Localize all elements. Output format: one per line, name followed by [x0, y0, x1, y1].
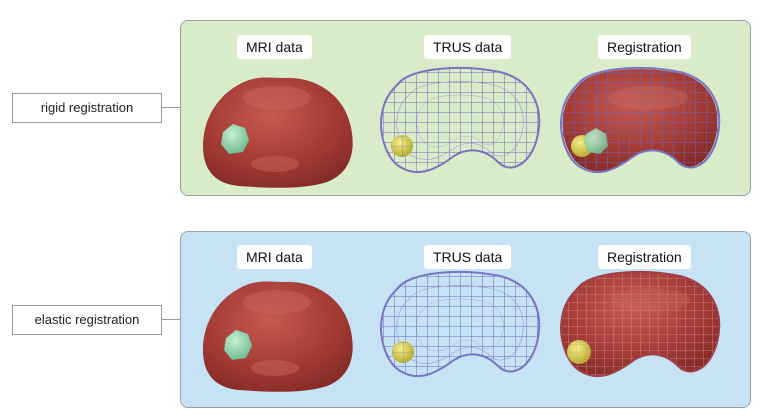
rigid-trus-data-label: TRUS data	[424, 35, 512, 59]
rigid-connector-line	[161, 107, 180, 108]
rigid-mri-data-label: MRI data	[237, 35, 312, 59]
elastic-mri-data-label: MRI data	[237, 245, 312, 269]
elastic-trus-data-label: TRUS data	[424, 245, 512, 269]
elastic-connector-line	[161, 319, 180, 320]
rigid-registration-label-box: rigid registration	[12, 93, 162, 123]
elastic-registration-label: Registration	[598, 245, 691, 269]
elastic-registration-label-box: elastic registration	[12, 305, 162, 335]
rigid-registration-label: Registration	[598, 35, 691, 59]
